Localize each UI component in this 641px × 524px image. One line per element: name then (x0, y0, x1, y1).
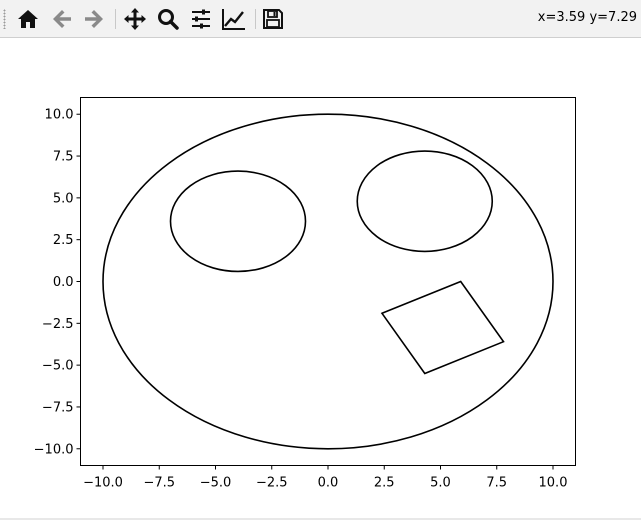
x-tick-label: −10.0 (83, 476, 123, 491)
x-tick-label: −7.5 (143, 476, 175, 491)
arrow-right-icon (85, 10, 103, 28)
y-tick-label: −5.0 (42, 359, 74, 374)
cursor-coordinates: x=3.59 y=7.29 (537, 10, 637, 25)
line-chart-icon (222, 9, 245, 30)
forward-button[interactable] (80, 5, 108, 33)
circle-shape (356, 150, 494, 253)
toolbar-separator (115, 9, 116, 29)
save-button[interactable] (259, 5, 287, 33)
x-tick-label: −2.5 (256, 476, 288, 491)
y-tick-label: −10.0 (34, 442, 74, 457)
y-tick-label: 5.0 (53, 191, 74, 206)
y-tick-label: 10.0 (45, 108, 74, 123)
x-tick-label: 0.0 (318, 476, 339, 491)
y-axis: 10.0 7.5 5.0 2.5 0.0 −2.5 −5.0 −7.5 −10.0 (34, 108, 81, 457)
edit-axis-button[interactable] (220, 5, 248, 33)
home-button[interactable] (14, 5, 42, 33)
square-shape (380, 280, 505, 375)
y-tick-label: −2.5 (42, 317, 74, 332)
sliders-icon (192, 9, 210, 29)
axes-frame (80, 97, 576, 466)
status-strip (0, 518, 641, 520)
home-icon (18, 10, 38, 28)
y-tick-label: 0.0 (53, 275, 74, 290)
floppy-disk-icon (263, 9, 283, 29)
x-tick-label: −5.0 (200, 476, 232, 491)
plot-area[interactable]: −10.0 −7.5 −5.0 −2.5 0.0 2.5 5.0 7.5 10.0 10.0 7.… (0, 38, 641, 520)
outer-circle (102, 113, 554, 450)
arrow-left-icon (53, 10, 71, 28)
chart-shapes (102, 113, 554, 450)
x-tick-label: 10.0 (539, 476, 568, 491)
move-icon (124, 8, 146, 30)
zoom-button[interactable] (154, 5, 182, 33)
pan-button[interactable] (121, 5, 149, 33)
toolbar-grip[interactable] (3, 9, 6, 29)
toolbar-separator (255, 9, 256, 29)
x-tick-label: 7.5 (486, 476, 507, 491)
magnifier-icon (158, 9, 179, 30)
figure-canvas[interactable]: −10.0 −7.5 −5.0 −2.5 0.0 2.5 5.0 7.5 10.0 10.0 7.… (0, 38, 641, 520)
x-tick-label: 2.5 (374, 476, 395, 491)
circle-shape (169, 170, 307, 273)
back-button[interactable] (48, 5, 76, 33)
x-tick-label: 5.0 (430, 476, 451, 491)
x-axis: −10.0 −7.5 −5.0 −2.5 0.0 2.5 5.0 7.5 10.0 (83, 465, 568, 491)
y-tick-label: 7.5 (53, 150, 74, 165)
configure-subplots-button[interactable] (187, 5, 215, 33)
toolbar: x=3.59 y=7.29 (0, 0, 641, 38)
y-tick-label: −7.5 (42, 400, 74, 415)
y-tick-label: 2.5 (53, 233, 74, 248)
